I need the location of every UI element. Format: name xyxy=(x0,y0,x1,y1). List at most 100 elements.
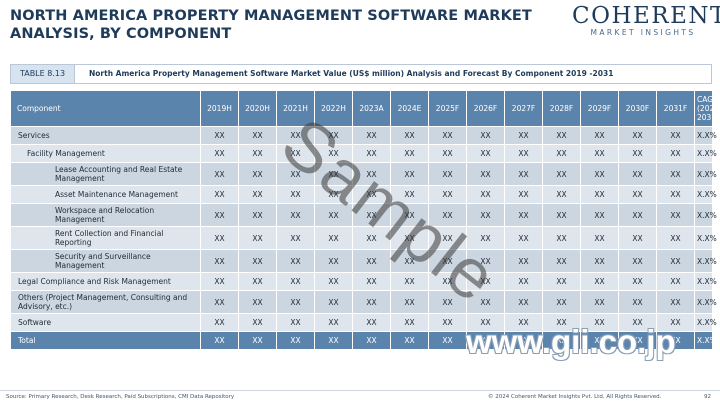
value-cell: XX xyxy=(276,126,315,145)
value-cell: XX xyxy=(352,185,391,204)
table-header-row: Component 2019H 2020H 2021H 2022H 2023A … xyxy=(10,90,720,127)
column-header: 2020H xyxy=(238,90,277,127)
value-cell: XX xyxy=(542,162,581,186)
row-label: Facility Management xyxy=(10,144,201,163)
value-cell: XX xyxy=(200,162,239,186)
value-cell: XX xyxy=(238,331,277,350)
value-cell: XX xyxy=(542,185,581,204)
value-cell: XX xyxy=(618,249,657,273)
value-cell: XX xyxy=(276,331,315,350)
table-row: Lease Accounting and Real Estate Managem… xyxy=(10,162,717,186)
value-cell: XX xyxy=(200,226,239,250)
value-cell: XX xyxy=(656,226,695,250)
table-row: Services XX XX XX XX XX XX XX XX XX XX XX XX XX X.X% xyxy=(10,126,717,145)
row-label: Rent Collection and Financial Reporting xyxy=(10,226,201,250)
value-cell: XX xyxy=(390,313,429,332)
value-cell: XX xyxy=(200,290,239,314)
cagr-cell: X.X% xyxy=(694,331,717,350)
value-cell: XX xyxy=(428,290,467,314)
column-header: 2021H xyxy=(276,90,315,127)
value-cell: XX xyxy=(390,272,429,291)
value-cell: XX xyxy=(504,226,543,250)
value-cell: XX xyxy=(656,272,695,291)
column-header: 2024E xyxy=(390,90,429,127)
value-cell: XX xyxy=(314,203,353,227)
table-row: Workspace and Relocation Management XX XX X… xyxy=(10,203,717,227)
column-header: 2023A xyxy=(352,90,391,127)
value-cell: XX xyxy=(428,272,467,291)
row-label: Workspace and Relocation Management xyxy=(10,203,201,227)
value-cell: XX xyxy=(428,226,467,250)
value-cell: XX xyxy=(352,331,391,350)
value-cell: XX xyxy=(580,144,619,163)
value-cell: XX xyxy=(276,203,315,227)
row-label: Lease Accounting and Real Estate Managem… xyxy=(10,162,201,186)
value-cell: XX xyxy=(314,126,353,145)
table-row: Facility Management XX XX XX XX XX XX XX XX XX XX X… xyxy=(10,144,717,163)
cagr-cell: X.X% xyxy=(694,249,717,273)
value-cell: XX xyxy=(238,185,277,204)
value-cell: XX xyxy=(542,203,581,227)
value-cell: XX xyxy=(504,331,543,350)
value-cell: XX xyxy=(276,290,315,314)
value-cell: XX xyxy=(200,313,239,332)
value-cell: XX xyxy=(390,203,429,227)
copyright-note: © 2024 Coherent Market Insights Pvt. Ltd… xyxy=(488,394,662,400)
value-cell: XX xyxy=(390,162,429,186)
value-cell: XX xyxy=(656,162,695,186)
row-label: Others (Project Management, Consulting a… xyxy=(10,290,201,314)
table-row: Rent Collection and Financial Reporting X… xyxy=(10,226,717,250)
cagr-cell: X.X% xyxy=(694,226,717,250)
value-cell: XX xyxy=(580,162,619,186)
value-cell: XX xyxy=(466,203,505,227)
value-cell: XX xyxy=(504,290,543,314)
value-cell: XX xyxy=(542,249,581,273)
value-cell: XX xyxy=(618,126,657,145)
value-cell: XX xyxy=(504,144,543,163)
value-cell: XX xyxy=(466,313,505,332)
value-cell: XX xyxy=(390,226,429,250)
table-title: North America Property Management Softwa… xyxy=(89,69,614,78)
value-cell: XX xyxy=(200,126,239,145)
value-cell: XX xyxy=(352,290,391,314)
value-cell: XX xyxy=(504,203,543,227)
value-cell: XX xyxy=(276,272,315,291)
value-cell: XX xyxy=(504,272,543,291)
table-row: Security and Surveillance Management XX XX… xyxy=(10,249,717,273)
value-cell: XX xyxy=(466,185,505,204)
watermark-url: www.gii.co.jp xyxy=(466,323,676,360)
value-cell: XX xyxy=(656,144,695,163)
value-cell: XX xyxy=(390,126,429,145)
value-cell: XX xyxy=(580,272,619,291)
column-header: 2030F xyxy=(618,90,657,127)
value-cell: XX xyxy=(580,226,619,250)
value-cell: XX xyxy=(428,144,467,163)
column-header: 2029F xyxy=(580,90,619,127)
value-cell: XX xyxy=(314,226,353,250)
value-cell: XX xyxy=(618,290,657,314)
cagr-cell: X.X% xyxy=(694,185,717,204)
value-cell: XX xyxy=(200,272,239,291)
cagr-cell: X.X% xyxy=(694,313,717,332)
column-header: 2025F xyxy=(428,90,467,127)
value-cell: XX xyxy=(352,313,391,332)
value-cell: XX xyxy=(580,313,619,332)
cagr-cell: X.X% xyxy=(694,272,717,291)
value-cell: XX xyxy=(314,313,353,332)
row-label: Asset Maintenance Management xyxy=(10,185,201,204)
page-number: 92 xyxy=(704,394,711,400)
logo-wordmark: COHERENT xyxy=(572,3,720,29)
page-footer: Source: Primary Research, Desk Research,… xyxy=(0,390,720,405)
value-cell: XX xyxy=(504,249,543,273)
value-cell: XX xyxy=(352,272,391,291)
value-cell: XX xyxy=(618,272,657,291)
logo-tagline: MARKET INSIGHTS xyxy=(590,28,696,37)
value-cell: XX xyxy=(580,331,619,350)
row-label: Security and Surveillance Management xyxy=(10,249,201,273)
column-header: 2028F xyxy=(542,90,581,127)
value-cell: XX xyxy=(542,272,581,291)
value-cell: XX xyxy=(428,185,467,204)
value-cell: XX xyxy=(618,203,657,227)
value-cell: XX xyxy=(276,144,315,163)
value-cell: XX xyxy=(390,331,429,350)
